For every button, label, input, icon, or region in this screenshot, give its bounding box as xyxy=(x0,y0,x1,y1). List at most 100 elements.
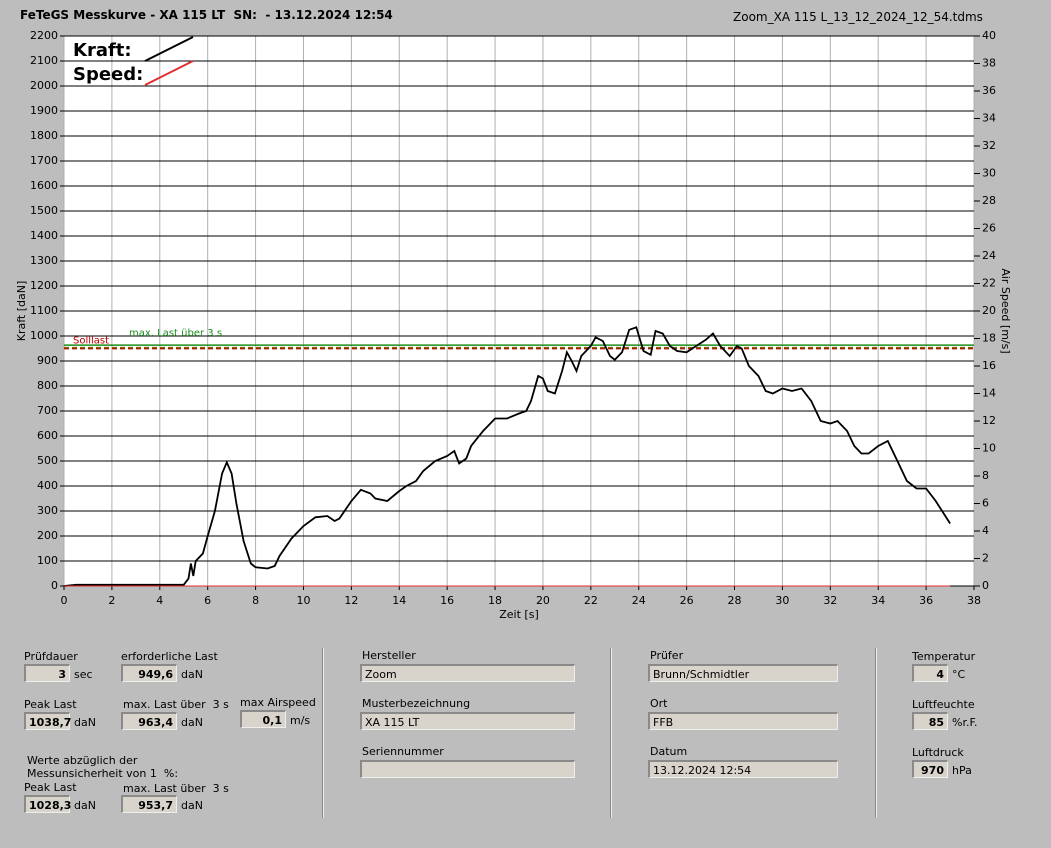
x-tick-label: 14 xyxy=(392,594,406,607)
y2-tick-label: 40 xyxy=(982,29,996,42)
y-tick-label: 1300 xyxy=(30,254,58,267)
legend-swatch xyxy=(144,36,194,62)
y2-tick-label: 12 xyxy=(982,414,996,427)
x-tick-label: 30 xyxy=(775,594,789,607)
y-tick-label: 600 xyxy=(37,429,58,442)
x-tick-label: 8 xyxy=(252,594,259,607)
field-label: erforderliche Last xyxy=(121,650,218,663)
x-tick-label: 6 xyxy=(204,594,211,607)
field-label: Seriennummer xyxy=(362,745,444,758)
chart: 0 2 4 6 8 10 12 14 16 18 20 22 24 26 28 30 32 34 36 3801002… xyxy=(15,29,1012,621)
y2-tick-label: 2 xyxy=(982,552,989,565)
field-value: 970 xyxy=(912,760,948,778)
field-label: Musterbezeichnung xyxy=(362,697,471,710)
y-tick-label: 100 xyxy=(37,554,58,567)
y-tick-label: 1600 xyxy=(30,179,58,192)
x-tick-label: 22 xyxy=(584,594,598,607)
field-value: 1028,3 xyxy=(24,795,71,813)
field-unit: daN xyxy=(181,668,203,681)
file-name: Zoom_XA 115 L_13_12_2024_12_54.tdms xyxy=(733,10,983,24)
y-tick-label: 900 xyxy=(37,354,58,367)
y-tick-label: 2000 xyxy=(30,79,58,92)
field-label: Luftdruck xyxy=(912,746,964,759)
field-value: 13.12.2024 12:54 xyxy=(648,760,838,778)
field-unit: daN xyxy=(74,716,96,729)
y2-tick-label: 16 xyxy=(982,359,996,372)
field-unit: daN xyxy=(181,716,203,729)
field-value: Zoom xyxy=(360,664,575,682)
x-tick-label: 2 xyxy=(108,594,115,607)
y2-tick-label: 6 xyxy=(982,497,989,510)
field-value: 949,6 xyxy=(121,664,177,682)
x-tick-label: 0 xyxy=(61,594,68,607)
field-label: Prüfer xyxy=(650,649,684,662)
y-tick-label: 2100 xyxy=(30,54,58,67)
field-unit: daN xyxy=(74,799,96,812)
field-label: Luftfeuchte xyxy=(912,698,975,711)
field-value: 953,7 xyxy=(121,795,177,813)
legend-label: Speed: xyxy=(73,64,143,85)
y-tick-label: 1900 xyxy=(30,104,58,117)
field-value: 1038,7 xyxy=(24,712,71,730)
y2-tick-label: 24 xyxy=(982,249,996,262)
y-tick-label: 1400 xyxy=(30,229,58,242)
y-axis-label: Kraft [daN] xyxy=(15,281,28,342)
y2-tick-label: 26 xyxy=(982,222,996,235)
field-label: Peak Last xyxy=(24,781,77,794)
y2-tick-label: 18 xyxy=(982,332,996,345)
x-tick-label: 32 xyxy=(823,594,837,607)
note: Messunsicherheit von 1 %: xyxy=(27,767,179,780)
y-tick-label: 200 xyxy=(37,529,58,542)
separator xyxy=(875,648,877,818)
legend-swatch xyxy=(144,60,194,86)
y2-tick-label: 10 xyxy=(982,442,996,455)
field-unit: hPa xyxy=(952,764,972,777)
field-label: max. Last über 3 s xyxy=(123,782,229,795)
y-tick-label: 2200 xyxy=(30,29,58,42)
legend-label: Kraft: xyxy=(73,40,132,61)
field-label: Hersteller xyxy=(362,649,416,662)
y-tick-label: 1100 xyxy=(30,304,58,317)
y-tick-label: 700 xyxy=(37,404,58,417)
y2-tick-label: 20 xyxy=(982,304,996,317)
field-label: Ort xyxy=(650,697,668,710)
x-tick-label: 10 xyxy=(296,594,310,607)
x-tick-label: 26 xyxy=(680,594,694,607)
y-tick-label: 1200 xyxy=(30,279,58,292)
field-unit: daN xyxy=(181,799,203,812)
y2-tick-label: 38 xyxy=(982,57,996,70)
field-value: 3 xyxy=(24,664,70,682)
x-tick-label: 34 xyxy=(871,594,885,607)
reference-label: Solllast xyxy=(73,336,109,347)
data-line xyxy=(63,326,951,587)
y-tick-label: 800 xyxy=(37,379,58,392)
field-value: 963,4 xyxy=(121,712,177,730)
y2-tick-label: 36 xyxy=(982,84,996,97)
y-tick-label: 400 xyxy=(37,479,58,492)
window-title: FeTeGS Messkurve - XA 115 LT SN: - 13.12… xyxy=(20,8,393,22)
field-value: 85 xyxy=(912,712,948,730)
y-tick-label: 1000 xyxy=(30,329,58,342)
x-tick-label: 28 xyxy=(728,594,742,607)
field-value: FFB xyxy=(648,712,838,730)
x-tick-label: 24 xyxy=(632,594,646,607)
y2-tick-label: 14 xyxy=(982,387,996,400)
field-value: 4 xyxy=(912,664,948,682)
field-label: Prüfdauer xyxy=(24,650,78,663)
x-tick-label: 38 xyxy=(967,594,981,607)
field-unit: °C xyxy=(952,668,966,681)
x-tick-label: 18 xyxy=(488,594,502,607)
x-tick-label: 36 xyxy=(919,594,933,607)
field-label: max. Last über 3 s xyxy=(123,698,229,711)
field-value: 0,1 xyxy=(240,710,286,728)
x-tick-label: 4 xyxy=(156,594,163,607)
field-value: Brunn/Schmidtler xyxy=(648,664,838,682)
field-unit: %r.F. xyxy=(952,716,978,729)
field-label: Peak Last xyxy=(24,698,77,711)
field-unit: sec xyxy=(74,668,93,681)
y2-tick-label: 0 xyxy=(982,579,989,592)
x-axis-label: Zeit [s] xyxy=(499,608,538,621)
x-tick-label: 12 xyxy=(344,594,358,607)
y-tick-label: 1500 xyxy=(30,204,58,217)
